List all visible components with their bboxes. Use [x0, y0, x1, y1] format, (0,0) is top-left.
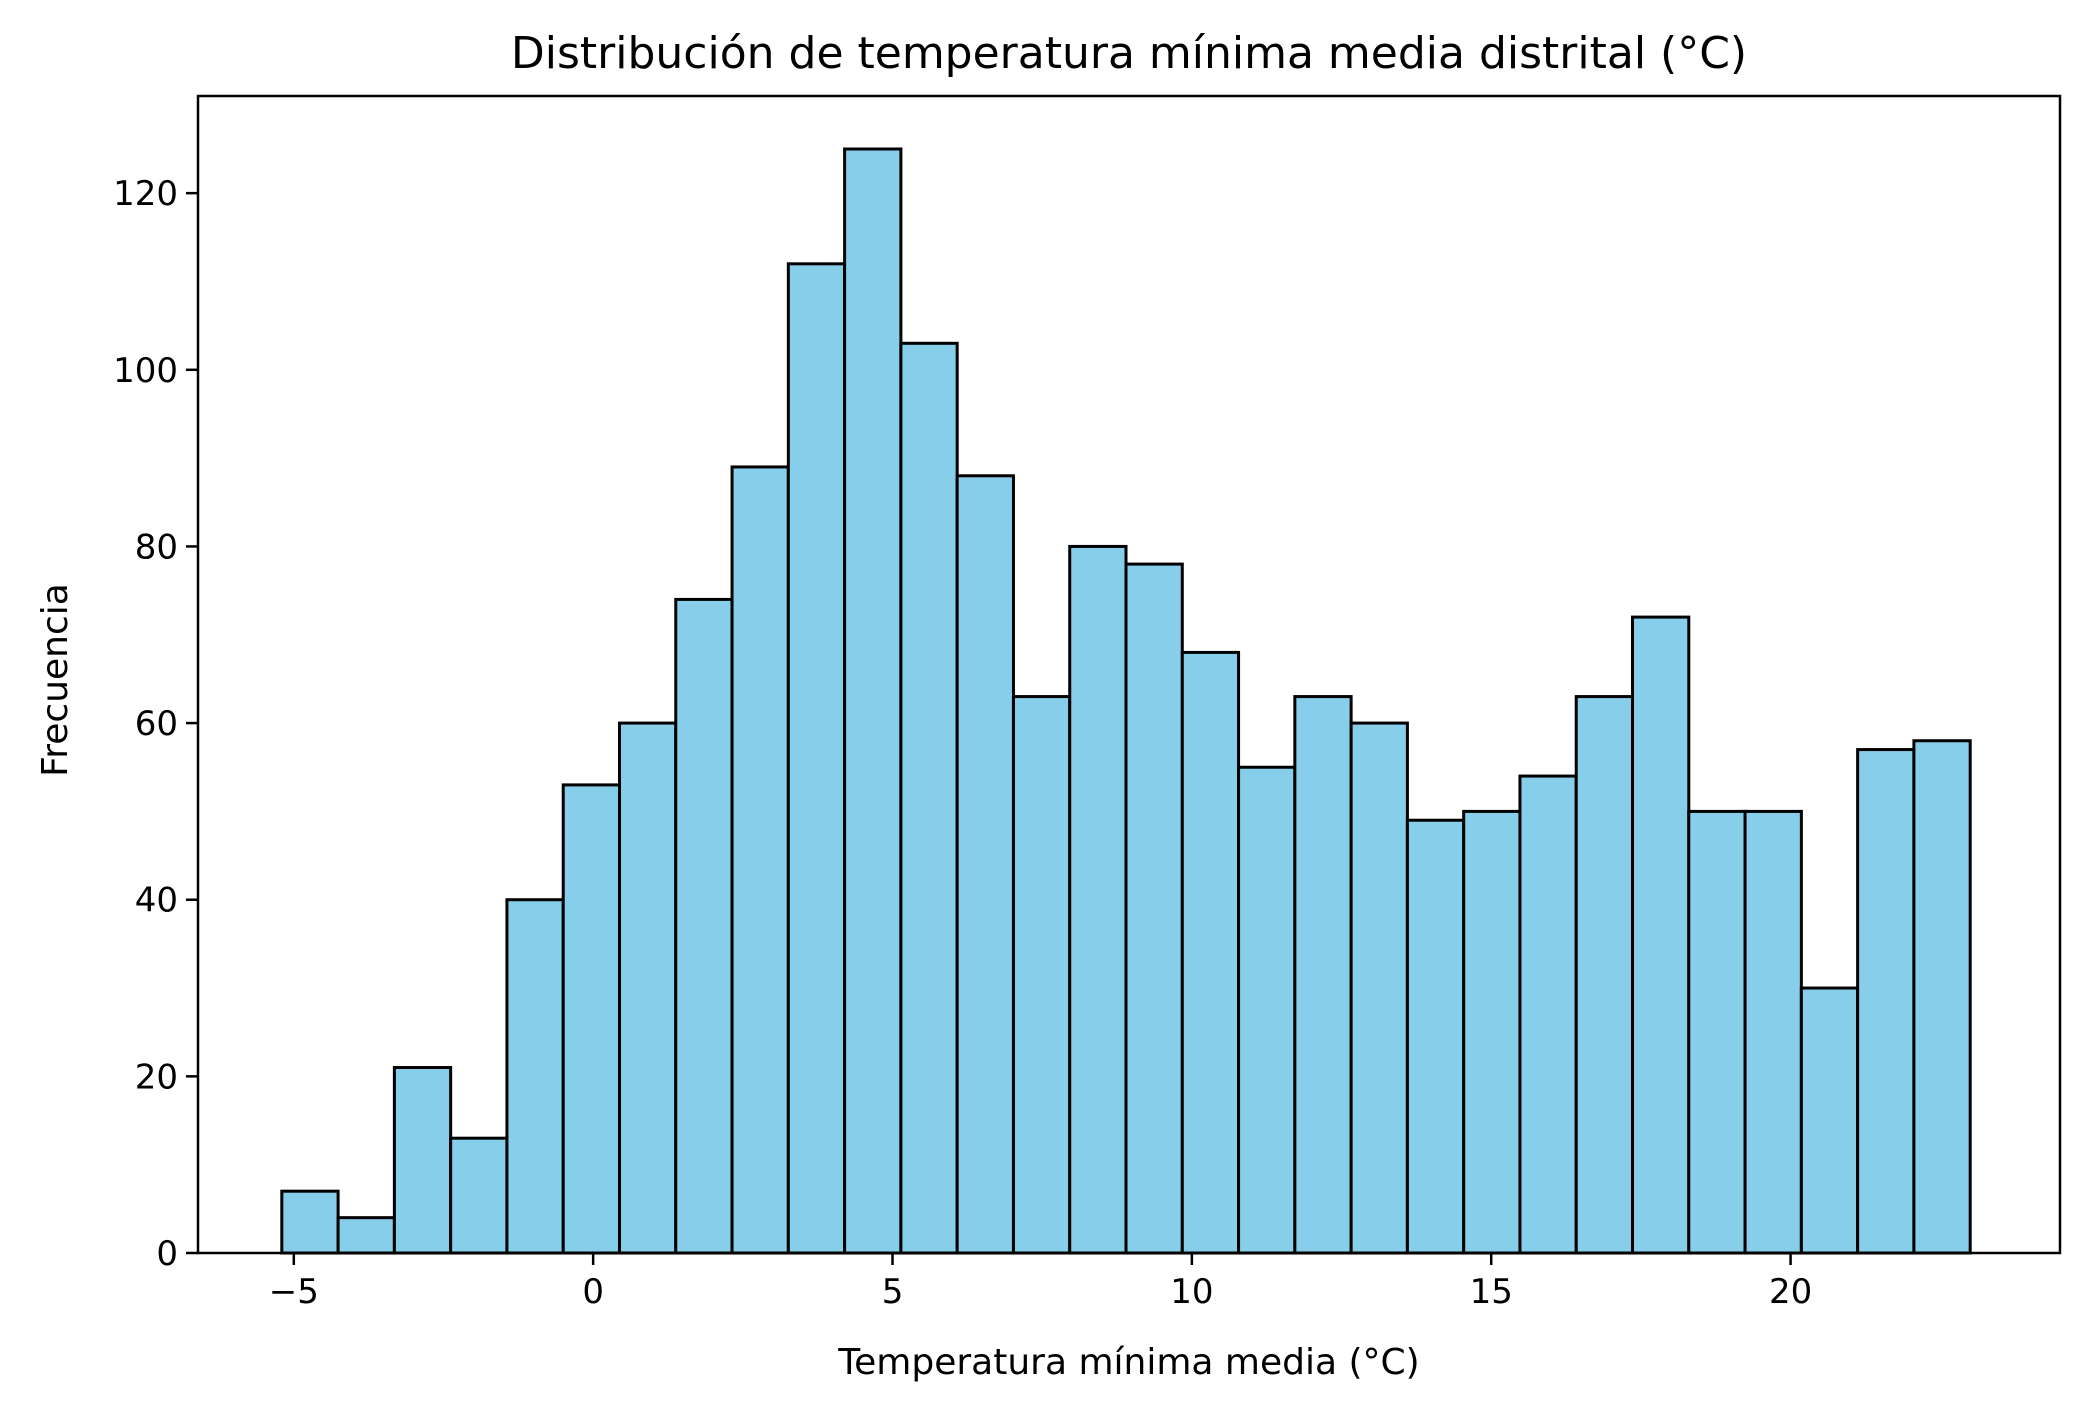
bars-group	[280, 147, 1972, 1255]
histogram-bar	[336, 1216, 396, 1255]
histogram-bar	[1856, 748, 1916, 1255]
y-tick-label: 120	[113, 174, 178, 214]
histogram-bar	[1518, 774, 1578, 1255]
histogram-bar	[1631, 615, 1691, 1255]
histogram-bar	[1405, 818, 1466, 1255]
histogram-bar	[449, 1136, 509, 1255]
histogram-bar	[955, 474, 1015, 1255]
histogram-bar	[1349, 721, 1409, 1255]
histogram-bar	[843, 147, 903, 1255]
histogram-bar	[674, 597, 734, 1255]
histogram-bar	[1237, 765, 1297, 1255]
histogram-bar	[1462, 809, 1522, 1255]
x-tick-label: −5	[269, 1272, 319, 1312]
x-tick-label: 15	[1470, 1272, 1513, 1312]
y-axis-ticks: 0 20 40 60 80 100 120	[113, 174, 198, 1274]
histogram-bar	[392, 1066, 453, 1255]
histogram-bar	[1574, 695, 1635, 1255]
histogram-bar	[617, 721, 678, 1255]
histogram-bar	[899, 341, 959, 1255]
histogram-bar	[1912, 739, 1972, 1255]
histogram-bar	[561, 783, 621, 1255]
histogram-bar	[1743, 809, 1803, 1255]
y-axis-label: Frecuencia	[35, 583, 76, 777]
y-tick-label: 80	[135, 527, 178, 567]
histogram-bar	[730, 465, 790, 1255]
y-tick-label: 40	[135, 881, 178, 921]
histogram-bar	[1293, 695, 1353, 1255]
histogram-bar	[1799, 986, 1860, 1255]
histogram-bar	[280, 1189, 340, 1255]
x-axis-label: Temperatura mínima media (°C)	[837, 1342, 1419, 1383]
x-axis-ticks: −5 0 5 10 15 20	[269, 1253, 1812, 1312]
y-tick-label: 20	[135, 1057, 178, 1097]
x-tick-label: 5	[882, 1272, 904, 1312]
y-tick-label: 0	[156, 1234, 178, 1274]
histogram-bar	[1180, 650, 1241, 1255]
histogram-bar	[505, 898, 565, 1255]
chart-title: Distribución de temperatura mínima media…	[511, 28, 1747, 79]
histogram-bar	[1124, 562, 1184, 1255]
x-tick-label: 0	[582, 1272, 604, 1312]
x-tick-label: 20	[1769, 1272, 1812, 1312]
histogram-bar	[1687, 809, 1747, 1255]
plot-frame	[196, 94, 2062, 1255]
x-tick-label: 10	[1170, 1272, 1213, 1312]
histogram-bar	[786, 262, 847, 1255]
y-tick-label: 60	[135, 704, 178, 744]
histogram-bar	[1011, 695, 1072, 1255]
histogram-bar	[1068, 544, 1128, 1255]
y-tick-label: 100	[113, 351, 178, 391]
